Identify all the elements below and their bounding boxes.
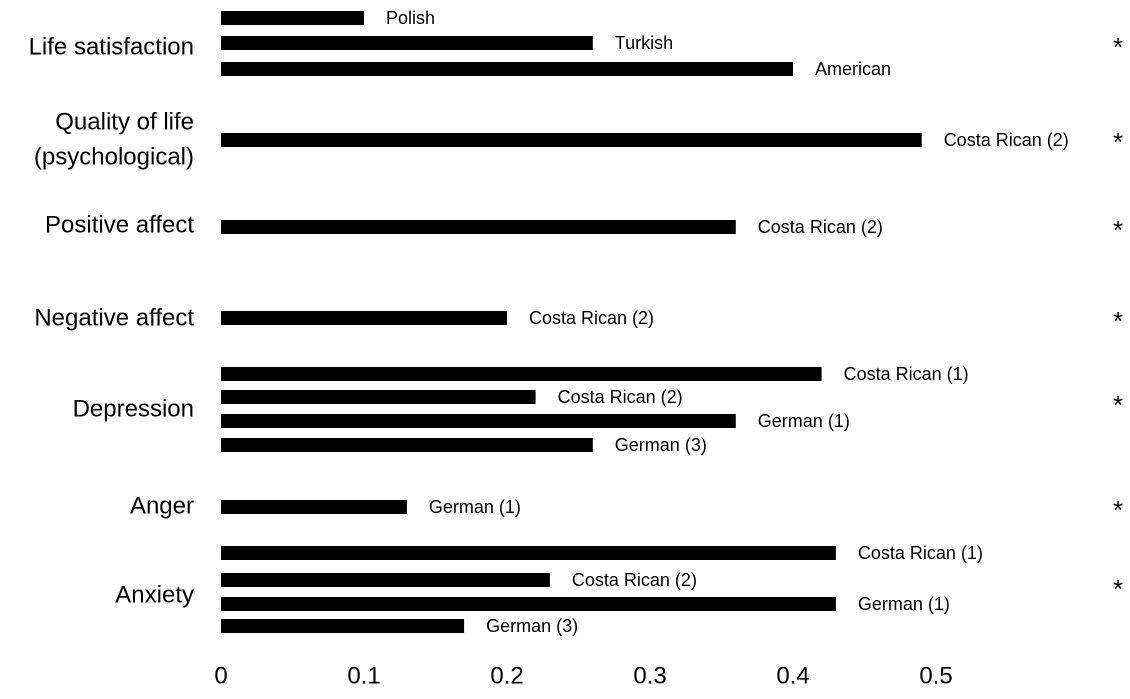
bar-label: Costa Rican (2) [758,217,883,237]
bar-label: Costa Rican (1) [844,364,969,384]
group-label: (psychological) [34,143,194,170]
significance-marker: * [1113,127,1123,157]
significance-marker: * [1113,306,1123,336]
bar [221,220,736,234]
bar [221,573,550,587]
x-tick-label: 0.3 [633,662,666,689]
group-label: Anxiety [115,581,194,608]
bar [221,390,536,404]
bar [221,367,822,381]
bar [221,311,507,325]
x-tick-label: 0 [214,662,227,689]
bar [221,500,407,514]
bar-label: German (1) [858,594,950,614]
bar [221,619,465,633]
significance-marker: * [1113,32,1123,62]
x-tick-label: 0.5 [919,662,952,689]
group-label: Positive affect [45,211,194,238]
x-tick-label: 0.1 [347,662,380,689]
bar [221,62,793,76]
bar-label: Costa Rican (1) [858,543,983,563]
x-tick-label: 0.4 [776,662,809,689]
group-label: Life satisfaction [29,33,194,60]
bar [221,438,593,452]
bar [221,11,364,25]
group-label: Quality of life [55,108,194,135]
bar-label: German (1) [429,497,521,517]
bar-label: German (3) [486,616,578,636]
bar-label: Costa Rican (2) [529,308,654,328]
bar-label: Costa Rican (2) [572,570,697,590]
bar-label: Polish [386,8,435,28]
bar-label: Costa Rican (2) [944,130,1069,150]
group-label: Negative affect [34,304,194,331]
x-tick-label: 0.2 [490,662,523,689]
bar [221,36,593,50]
significance-marker: * [1113,574,1123,604]
significance-marker: * [1113,390,1123,420]
bar [221,597,836,611]
significance-marker: * [1113,215,1123,245]
group-label: Depression [73,395,194,422]
bar [221,133,922,147]
bar-label: Costa Rican (2) [558,387,683,407]
bar [221,546,836,560]
bar-label: Turkish [615,33,673,53]
group-label: Anger [130,492,194,519]
bar-label: German (3) [615,435,707,455]
bar-label: German (1) [758,411,850,431]
bar-label: American [815,59,891,79]
bar [221,414,736,428]
significance-marker: * [1113,495,1123,525]
